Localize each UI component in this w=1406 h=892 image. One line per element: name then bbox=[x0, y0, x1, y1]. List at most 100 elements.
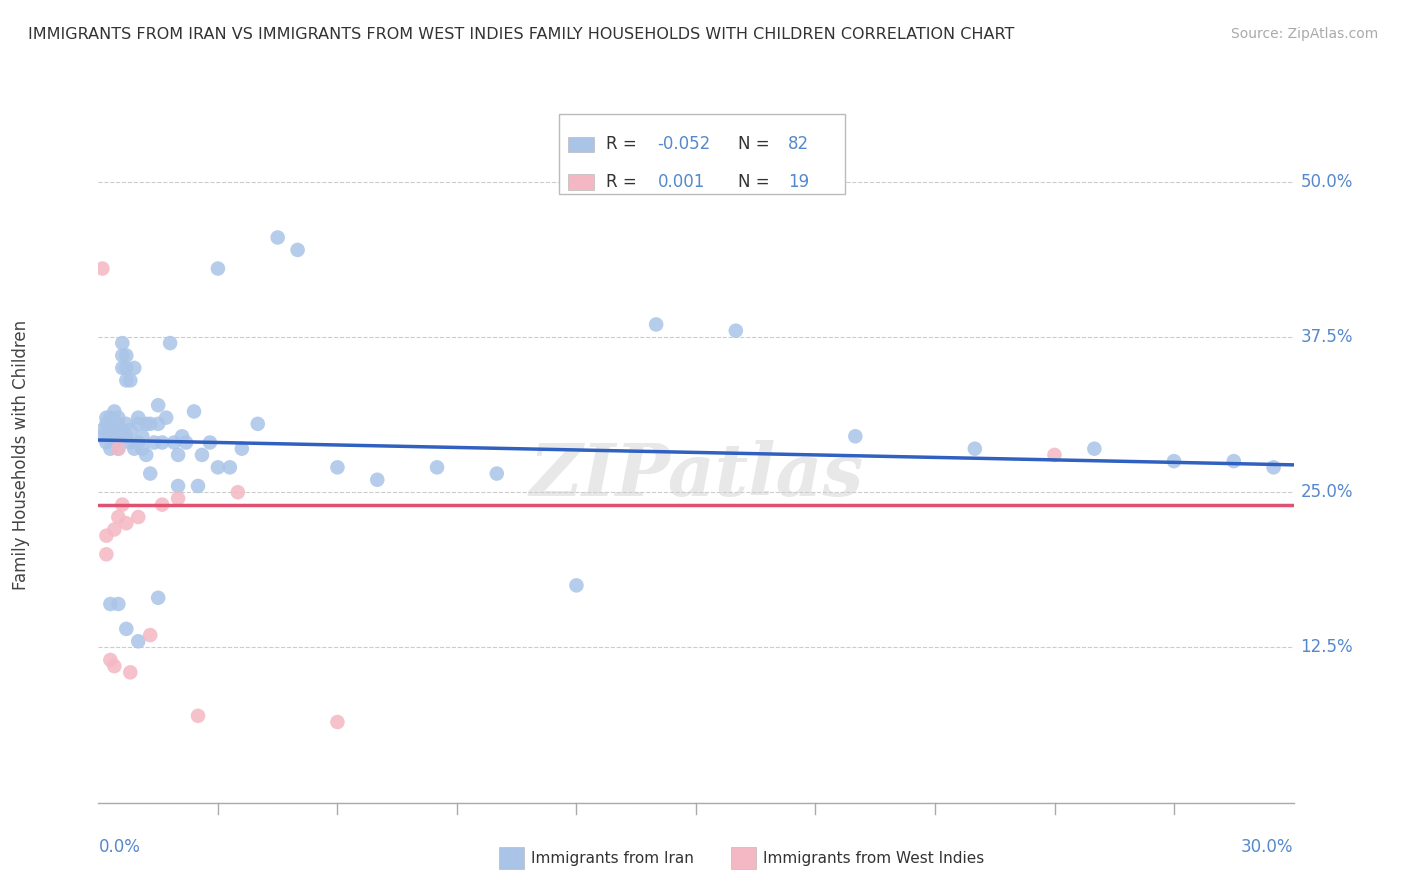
Text: Immigrants from Iran: Immigrants from Iran bbox=[531, 851, 695, 865]
Point bbox=[135, 417, 157, 431]
Point bbox=[107, 510, 129, 524]
Text: 82: 82 bbox=[787, 136, 808, 153]
Point bbox=[143, 435, 166, 450]
Point bbox=[198, 435, 221, 450]
Point bbox=[98, 410, 122, 425]
Point bbox=[96, 435, 118, 450]
Point bbox=[107, 417, 129, 431]
Text: ZIPatlas: ZIPatlas bbox=[529, 441, 863, 511]
Point bbox=[107, 429, 129, 443]
Point bbox=[127, 510, 149, 524]
Point bbox=[148, 398, 170, 412]
Point bbox=[115, 417, 138, 431]
Point bbox=[148, 591, 170, 605]
Point bbox=[115, 622, 138, 636]
Point bbox=[111, 349, 134, 363]
Point bbox=[207, 460, 229, 475]
Point bbox=[139, 417, 162, 431]
Text: -0.052: -0.052 bbox=[658, 136, 711, 153]
Point bbox=[163, 435, 186, 450]
Text: IMMIGRANTS FROM IRAN VS IMMIGRANTS FROM WEST INDIES FAMILY HOUSEHOLDS WITH CHILD: IMMIGRANTS FROM IRAN VS IMMIGRANTS FROM … bbox=[28, 27, 1015, 42]
Text: 25.0%: 25.0% bbox=[1301, 483, 1353, 501]
Point bbox=[1222, 454, 1246, 468]
Point bbox=[844, 429, 866, 443]
Point bbox=[111, 423, 134, 437]
Point bbox=[103, 417, 125, 431]
Point bbox=[139, 467, 162, 481]
Point bbox=[103, 435, 125, 450]
Point bbox=[187, 708, 209, 723]
Point bbox=[1083, 442, 1105, 456]
Text: 30.0%: 30.0% bbox=[1241, 838, 1294, 856]
Point bbox=[103, 659, 125, 673]
Point bbox=[485, 467, 508, 481]
Point bbox=[172, 429, 194, 443]
Point bbox=[115, 516, 138, 531]
Point bbox=[183, 404, 205, 418]
Point bbox=[148, 417, 170, 431]
Text: 0.001: 0.001 bbox=[658, 173, 704, 191]
Point bbox=[366, 473, 388, 487]
Point bbox=[98, 597, 122, 611]
Point bbox=[120, 423, 142, 437]
FancyBboxPatch shape bbox=[558, 114, 845, 194]
Point bbox=[124, 361, 146, 376]
Point bbox=[127, 435, 149, 450]
Point bbox=[167, 479, 190, 493]
Text: 0.0%: 0.0% bbox=[98, 838, 141, 856]
Text: Family Households with Children: Family Households with Children bbox=[13, 320, 30, 590]
Text: R =: R = bbox=[606, 136, 643, 153]
Point bbox=[724, 324, 747, 338]
Point bbox=[91, 429, 114, 443]
Point bbox=[131, 442, 153, 456]
Point bbox=[326, 714, 349, 729]
Point bbox=[107, 442, 129, 456]
Point bbox=[187, 479, 209, 493]
Point bbox=[207, 261, 229, 276]
Point bbox=[120, 665, 142, 680]
Point bbox=[1263, 460, 1285, 475]
Point bbox=[107, 597, 129, 611]
Text: N =: N = bbox=[738, 173, 775, 191]
Point bbox=[150, 435, 173, 450]
Point bbox=[115, 361, 138, 376]
Point bbox=[111, 336, 134, 351]
Point bbox=[96, 410, 118, 425]
Point bbox=[127, 417, 149, 431]
Point bbox=[127, 410, 149, 425]
Point bbox=[124, 442, 146, 456]
Point bbox=[107, 442, 129, 456]
Point bbox=[120, 373, 142, 387]
Point bbox=[135, 448, 157, 462]
Point bbox=[155, 410, 177, 425]
Point bbox=[159, 336, 181, 351]
Text: Immigrants from West Indies: Immigrants from West Indies bbox=[763, 851, 984, 865]
Point bbox=[174, 435, 197, 450]
Point bbox=[115, 349, 138, 363]
Text: 50.0%: 50.0% bbox=[1301, 172, 1353, 191]
Point bbox=[219, 460, 242, 475]
Point bbox=[191, 448, 214, 462]
Point bbox=[96, 529, 118, 543]
Point bbox=[91, 423, 114, 437]
Point bbox=[96, 547, 118, 561]
Point bbox=[107, 423, 129, 437]
Text: 37.5%: 37.5% bbox=[1301, 328, 1353, 346]
Point bbox=[107, 410, 129, 425]
Point bbox=[645, 318, 668, 332]
Point bbox=[1163, 454, 1185, 468]
Point bbox=[98, 429, 122, 443]
Point bbox=[226, 485, 249, 500]
Point bbox=[1043, 448, 1066, 462]
Point bbox=[326, 460, 349, 475]
Point bbox=[111, 361, 134, 376]
Point bbox=[150, 498, 173, 512]
Text: 19: 19 bbox=[787, 173, 808, 191]
Point bbox=[231, 442, 253, 456]
Text: 12.5%: 12.5% bbox=[1301, 639, 1353, 657]
Point bbox=[98, 653, 122, 667]
Point bbox=[103, 423, 125, 437]
Point bbox=[115, 429, 138, 443]
Point bbox=[127, 634, 149, 648]
Point bbox=[91, 261, 114, 276]
